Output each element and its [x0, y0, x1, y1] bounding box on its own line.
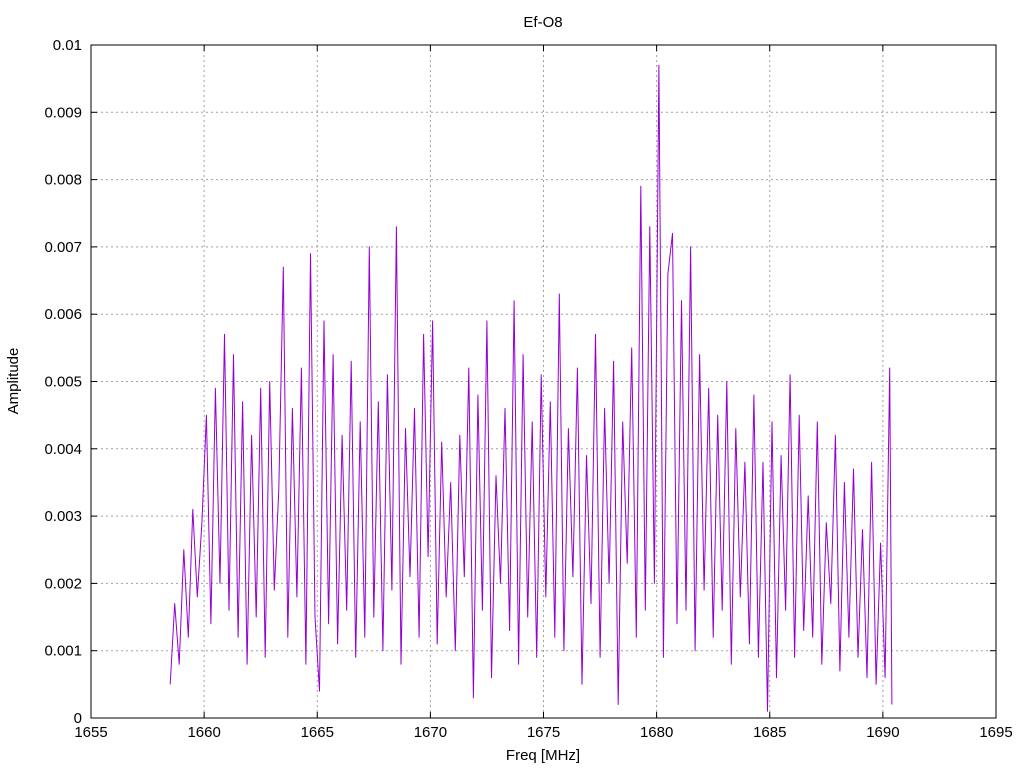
- x-tick-labels: 1655 1660 1665 1670 1675 1680 1685 1690 1695: [74, 724, 1012, 741]
- x-tick-label: 1685: [753, 724, 786, 741]
- y-tick-label: 0.007: [44, 239, 82, 256]
- y-tick-labels: 0 0.001 0.002 0.003 0.004 0.005 0.006 0.007 0.00…: [44, 37, 82, 727]
- y-tick-label: 0.004: [44, 441, 82, 458]
- x-tick-label: 1665: [301, 724, 334, 741]
- series-layer: [169, 64, 893, 712]
- series-line: [169, 64, 893, 712]
- y-tick-label: 0: [74, 710, 82, 727]
- x-tick-label: 1695: [979, 724, 1012, 741]
- x-tick-label: 1670: [414, 724, 447, 741]
- x-tick-label: 1690: [866, 724, 899, 741]
- y-tick-label: 0.01: [53, 37, 82, 54]
- y-axis-label: Amplitude: [5, 348, 22, 415]
- y-tick-label: 0.008: [44, 172, 82, 189]
- y-tick-label: 0.005: [44, 374, 82, 391]
- tick-layer: [90, 44, 997, 719]
- x-tick-label: 1655: [74, 724, 107, 741]
- y-tick-label: 0.003: [44, 508, 82, 525]
- y-tick-label: 0.001: [44, 643, 82, 660]
- y-tick-label: 0.002: [44, 575, 82, 592]
- y-tick-label: 0.006: [44, 306, 82, 323]
- chart-title: Ef-O8: [523, 14, 562, 31]
- grid-layer: [91, 45, 996, 718]
- x-tick-label: 1660: [187, 724, 220, 741]
- x-tick-label: 1675: [527, 724, 560, 741]
- y-tick-label: 0.009: [44, 104, 82, 121]
- x-axis-label: Freq [MHz]: [506, 747, 580, 764]
- x-tick-label: 1680: [640, 724, 673, 741]
